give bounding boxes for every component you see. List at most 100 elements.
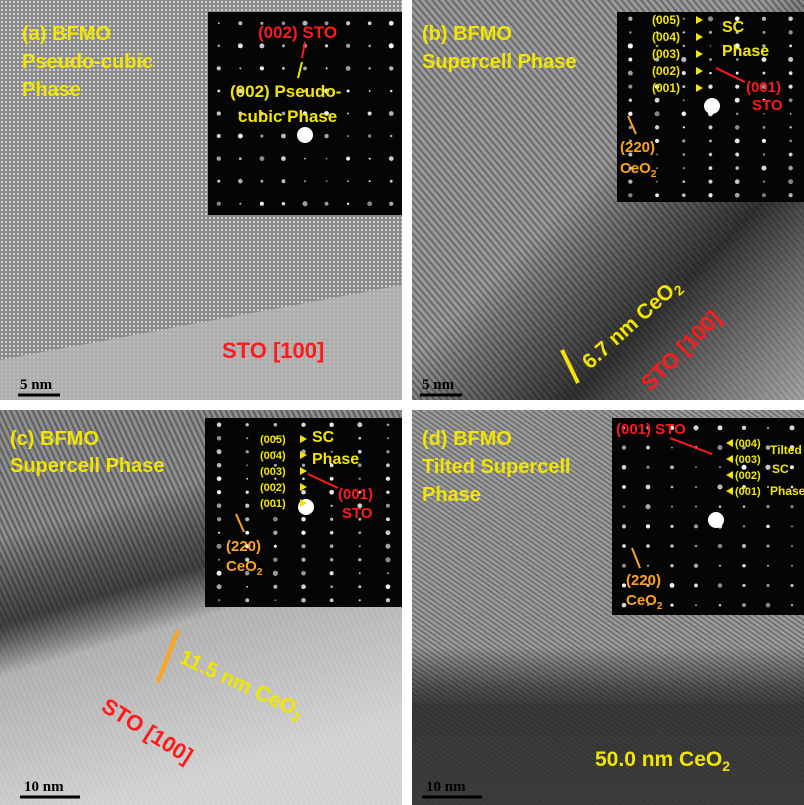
spot — [217, 134, 221, 138]
spot — [369, 180, 371, 182]
spot — [346, 44, 350, 48]
spot — [368, 21, 372, 25]
spot — [347, 89, 350, 92]
ceo2-text: CeO — [226, 558, 257, 575]
spot — [260, 66, 264, 70]
spot — [358, 585, 361, 588]
spot — [347, 180, 349, 182]
spot — [359, 478, 361, 480]
scale-bar-label: 5 nm — [422, 377, 455, 393]
spot — [709, 153, 712, 156]
phase-label: Phase — [770, 484, 804, 498]
spot — [682, 180, 685, 183]
spot — [683, 99, 685, 101]
panel-title: Supercell Phase — [422, 51, 577, 73]
thickness-text: 50.0 nm CeO — [595, 748, 722, 771]
spot — [217, 436, 221, 440]
spot — [390, 90, 392, 92]
spot — [742, 426, 746, 430]
spot — [709, 180, 713, 184]
spot — [646, 524, 650, 528]
spot — [670, 525, 673, 528]
spot — [301, 423, 305, 427]
spot — [622, 445, 626, 449]
spot — [273, 585, 277, 589]
spot — [217, 111, 221, 115]
order-label: (001) — [735, 486, 761, 498]
order-label: (004) — [652, 30, 680, 44]
spot — [358, 531, 361, 534]
spot — [628, 179, 632, 183]
spot — [359, 545, 361, 547]
spot — [710, 45, 712, 47]
spot — [719, 565, 721, 567]
spot — [683, 45, 685, 47]
spot — [359, 572, 361, 574]
spot — [743, 525, 745, 527]
ceo2-index: (220) — [626, 572, 661, 589]
spot — [325, 44, 328, 47]
spot — [718, 425, 723, 430]
spot — [646, 544, 650, 548]
order-label: (004) — [735, 438, 761, 450]
spot — [789, 98, 793, 102]
spot — [670, 465, 674, 469]
spot — [389, 111, 394, 116]
spot — [238, 134, 243, 139]
spot — [695, 506, 697, 508]
spot — [330, 545, 333, 548]
spot — [789, 45, 792, 48]
spot-label: (001) STO — [616, 421, 686, 438]
spot — [789, 140, 792, 143]
spot — [708, 84, 712, 88]
spot — [646, 466, 649, 469]
spot — [767, 427, 769, 429]
spot — [245, 504, 249, 508]
spot — [274, 545, 277, 548]
spot — [695, 466, 697, 468]
spot — [260, 202, 264, 206]
spot — [682, 139, 685, 142]
spot — [762, 193, 766, 197]
spot — [766, 603, 771, 608]
central-spot — [708, 512, 724, 528]
ceo2-index: (220) — [226, 538, 261, 555]
spot — [742, 603, 746, 607]
spot — [304, 180, 306, 182]
spot — [238, 43, 243, 48]
spot — [693, 425, 698, 430]
spot — [368, 67, 370, 69]
phase-label: Tilted — [770, 443, 802, 457]
spot — [683, 167, 685, 169]
spot — [655, 193, 659, 197]
spot — [218, 532, 220, 534]
panel-a: (a) BFMO Pseudo-cubic Phase (002) STO (0… — [0, 0, 402, 400]
spot — [217, 423, 221, 427]
spot — [273, 517, 278, 522]
spot — [735, 153, 739, 157]
spot — [368, 111, 372, 115]
spot — [238, 21, 242, 25]
spot — [301, 598, 306, 603]
spot — [766, 544, 769, 547]
spot — [386, 530, 391, 535]
spot — [385, 544, 390, 549]
spot — [789, 71, 793, 75]
spot — [260, 180, 263, 183]
panel-title: (d) BFMO — [422, 428, 512, 450]
substrate-label: STO [100] — [222, 338, 324, 363]
spot — [766, 525, 770, 529]
spot — [791, 565, 793, 567]
spot — [670, 604, 673, 607]
thickness-sub: 2 — [722, 758, 730, 774]
spot — [387, 572, 389, 574]
spot — [629, 99, 632, 102]
spot — [790, 465, 794, 469]
spot — [246, 423, 249, 426]
spot — [735, 98, 740, 103]
panel-title: (b) BFMO — [422, 23, 512, 45]
spot — [217, 449, 222, 454]
spot — [239, 67, 241, 69]
spot — [245, 517, 249, 521]
spot — [273, 571, 278, 576]
